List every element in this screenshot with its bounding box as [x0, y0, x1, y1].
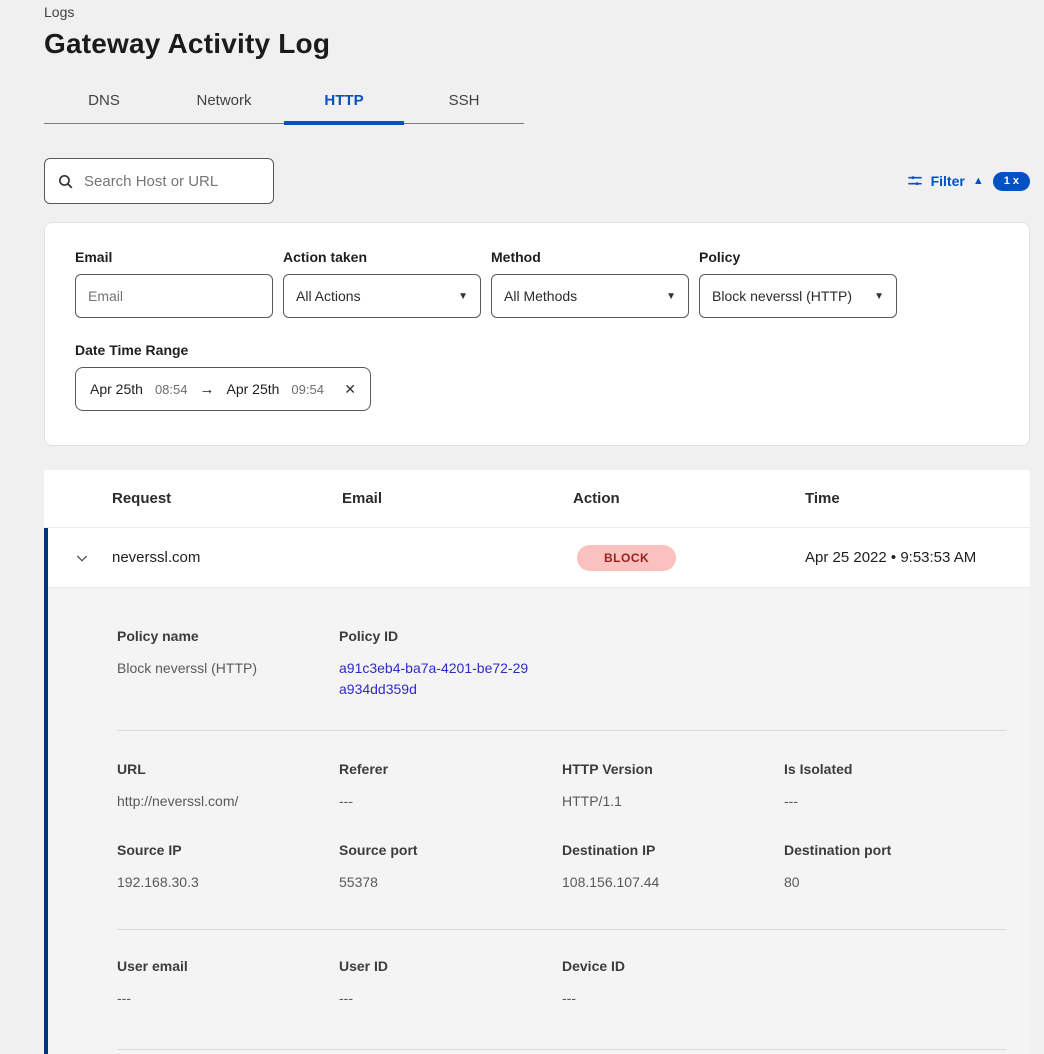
request-host: neverssl.com [112, 549, 201, 566]
section-divider [117, 1049, 1007, 1050]
policy-select[interactable]: Block neverssl (HTTP) ▼ [699, 274, 897, 318]
policy-label: Policy [699, 249, 741, 265]
method-value: All Methods [504, 288, 578, 304]
action-badge: BLOCK [577, 544, 677, 571]
policy-id-label: Policy ID [339, 628, 399, 644]
search-input[interactable] [84, 172, 261, 190]
start-date[interactable]: Apr 25th [90, 381, 143, 397]
url-label: URL [117, 761, 146, 777]
email-filter-input[interactable] [88, 288, 260, 304]
table-header-row: Request Email Action Time [44, 470, 1030, 528]
policy-name-value: Block neverssl (HTTP) [117, 660, 258, 676]
clear-date-range-icon[interactable]: ✕ [344, 380, 356, 397]
tab-ssh[interactable]: SSH [448, 92, 480, 109]
source-port-value: 55378 [339, 874, 378, 890]
method-label: Method [491, 249, 541, 265]
chevron-down-icon[interactable] [74, 550, 90, 566]
referer-value: --- [339, 793, 353, 809]
request-details: Policy name Block neverssl (HTTP) Policy… [48, 588, 1030, 1054]
column-header-request: Request [112, 490, 172, 507]
filter-sliders-icon [907, 173, 923, 189]
destination-ip-value: 108.156.107.44 [562, 874, 660, 890]
source-ip-value: 192.168.30.3 [117, 874, 199, 890]
page-title: Gateway Activity Log [44, 28, 331, 59]
user-id-label: User ID [339, 958, 389, 974]
method-select[interactable]: All Methods ▼ [491, 274, 689, 318]
device-id-value: --- [562, 990, 576, 1006]
is-isolated-value: --- [784, 793, 798, 809]
search-icon [57, 173, 74, 190]
chevron-down-icon: ▼ [458, 290, 468, 302]
section-divider [117, 730, 1007, 731]
column-header-action: Action [573, 490, 620, 507]
tab-bar: DNS Network HTTP SSH [44, 82, 524, 125]
collapse-caret-icon: ▲ [972, 174, 984, 187]
row-time: Apr 25 2022 • 9:53:53 AM [805, 549, 977, 566]
search-box[interactable] [44, 158, 274, 204]
end-time[interactable]: 09:54 [291, 381, 324, 397]
user-email-value: --- [117, 990, 131, 1006]
source-ip-label: Source IP [117, 842, 182, 858]
url-value: http://neverssl.com/ [117, 793, 239, 809]
chevron-down-icon: ▼ [666, 290, 676, 302]
section-divider [117, 929, 1007, 930]
destination-port-label: Destination port [784, 842, 892, 858]
activity-log-table: Request Email Action Time neverssl.com B… [44, 470, 1030, 1054]
chevron-down-icon: ▼ [874, 290, 884, 302]
user-id-value: --- [339, 990, 353, 1006]
filter-count-badge[interactable]: 1 x [992, 171, 1030, 191]
filter-panel: Email Action taken All Actions ▼ Method … [44, 222, 1030, 446]
breadcrumb[interactable]: Logs [44, 4, 75, 20]
action-taken-label: Action taken [283, 249, 368, 265]
table-row[interactable]: neverssl.com BLOCK Apr 25 2022 • 9:53:53… [48, 528, 1030, 588]
date-range-label: Date Time Range [75, 342, 189, 358]
email-filter-label: Email [75, 249, 113, 265]
start-time[interactable]: 08:54 [154, 381, 188, 397]
is-isolated-label: Is Isolated [784, 761, 853, 777]
log-entry-expanded: neverssl.com BLOCK Apr 25 2022 • 9:53:53… [44, 528, 1030, 1054]
date-range-picker[interactable]: Apr 25th 08:54 → Apr 25th 09:54 ✕ [75, 367, 371, 411]
end-date[interactable]: Apr 25th [226, 381, 280, 397]
http-version-label: HTTP Version [562, 761, 653, 777]
referer-label: Referer [339, 761, 389, 777]
policy-value: Block neverssl (HTTP) [712, 288, 853, 304]
policy-name-label: Policy name [117, 628, 199, 644]
arrow-right-icon: → [199, 380, 215, 398]
action-taken-select[interactable]: All Actions ▼ [283, 274, 481, 318]
tab-http[interactable]: HTTP [284, 82, 404, 125]
filter-button[interactable]: Filter ▲ [907, 173, 984, 189]
column-header-email: Email [342, 490, 383, 507]
source-port-label: Source port [339, 842, 418, 858]
device-id-label: Device ID [562, 958, 626, 974]
http-version-value: HTTP/1.1 [562, 793, 622, 809]
tab-network[interactable]: Network [196, 92, 252, 109]
policy-id-link[interactable]: a91c3eb4-ba7a-4201-be72-29a934dd359d [339, 660, 529, 697]
destination-port-value: 80 [784, 874, 800, 890]
filter-label: Filter [930, 173, 965, 189]
column-header-time: Time [805, 490, 840, 507]
destination-ip-label: Destination IP [562, 842, 656, 858]
tab-dns[interactable]: DNS [88, 92, 120, 109]
user-email-label: User email [117, 958, 188, 974]
action-taken-value: All Actions [296, 288, 361, 304]
